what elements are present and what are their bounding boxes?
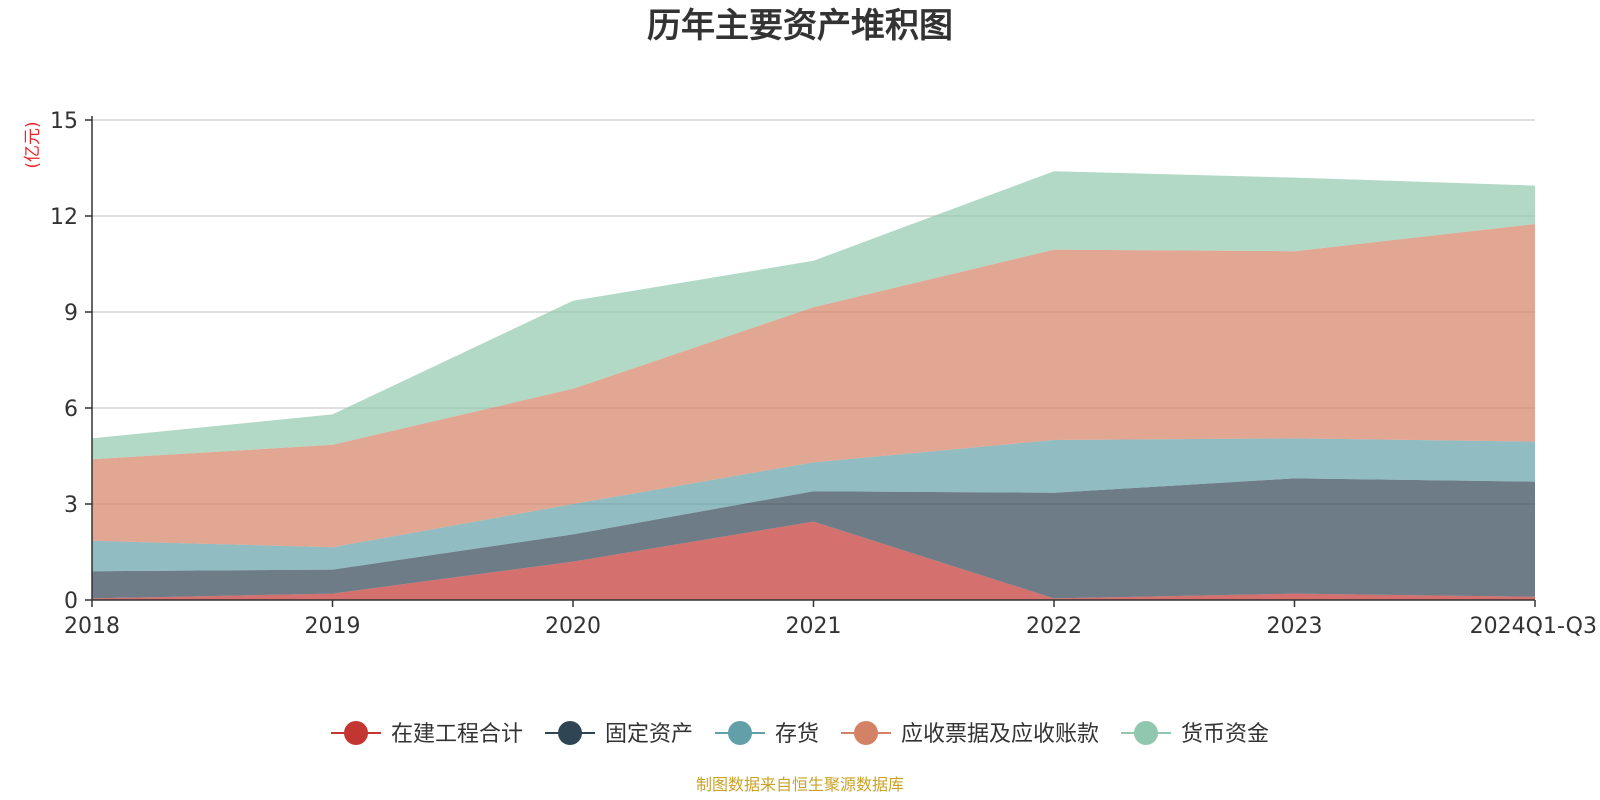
legend-label: 存货: [775, 722, 819, 747]
y-tick-label: 12: [50, 205, 78, 230]
x-tick-label: 2020: [545, 614, 601, 639]
x-tick-label: 2018: [64, 614, 120, 639]
legend: 在建工程合计 固定资产 存货 应收票据及应收账款 货币资金: [331, 721, 1269, 747]
y-tick-label: 6: [64, 397, 78, 422]
legend-item-0[interactable]: 在建工程合计: [331, 721, 523, 747]
axes: 0 3 6 9 12 15 2018 2019 2020 2021 2022 2023 2024Q1-Q…: [50, 109, 1597, 639]
legend-item-2[interactable]: 存货: [715, 721, 819, 747]
legend-label: 在建工程合计: [391, 722, 523, 747]
y-tick-label: 0: [64, 589, 78, 614]
legend-label: 固定资产: [605, 722, 693, 747]
area-series-4: [92, 171, 1535, 460]
chart-title: 历年主要资产堆积图: [647, 6, 953, 46]
y-tick-label: 9: [64, 301, 78, 326]
legend-item-1[interactable]: 固定资产: [545, 721, 693, 747]
area-series-3: [92, 224, 1535, 548]
x-tick-label: 2019: [305, 614, 361, 639]
legend-item-3[interactable]: 应收票据及应收账款: [841, 721, 1099, 747]
x-tick-label: 2021: [786, 614, 842, 639]
x-tick-label: 2022: [1026, 614, 1082, 639]
area-series: [92, 171, 1535, 600]
y-axis-unit-label: (亿元): [23, 121, 43, 168]
legend-label: 应收票据及应收账款: [901, 722, 1099, 747]
legend-label: 货币资金: [1181, 722, 1269, 747]
area-series-1: [92, 478, 1535, 599]
area-series-0: [92, 521, 1535, 600]
y-tick-label: 3: [64, 493, 78, 518]
legend-marker-icon: [344, 721, 368, 745]
legend-marker-icon: [558, 721, 582, 745]
legend-marker-icon: [1134, 721, 1158, 745]
legend-marker-icon: [728, 721, 752, 745]
y-tick-label: 15: [50, 109, 78, 134]
x-tick-label: 2023: [1267, 614, 1323, 639]
x-tick-label: 2024Q1-Q3: [1470, 614, 1597, 639]
legend-marker-icon: [854, 721, 878, 745]
area-series-2: [92, 438, 1535, 572]
data-source-note: 制图数据来自恒生聚源数据库: [696, 775, 904, 794]
legend-item-4[interactable]: 货币资金: [1121, 721, 1269, 747]
